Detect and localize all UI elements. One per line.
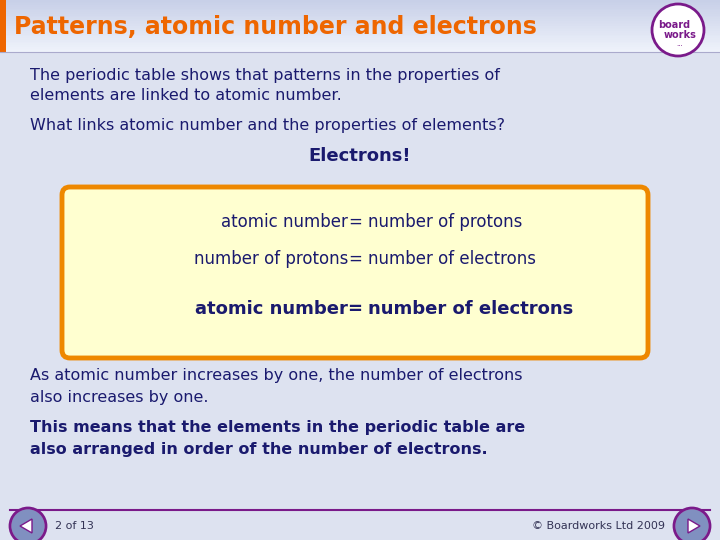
Bar <box>0 14 720 16</box>
Text: The periodic table shows that patterns in the properties of: The periodic table shows that patterns i… <box>30 68 500 83</box>
Circle shape <box>10 508 46 540</box>
Text: number of electrons: number of electrons <box>368 250 536 268</box>
Bar <box>0 0 6 52</box>
Text: © Boardworks Ltd 2009: © Boardworks Ltd 2009 <box>532 521 665 531</box>
Bar <box>0 19 720 21</box>
Bar <box>0 21 720 23</box>
Bar <box>0 35 720 37</box>
Bar <box>0 28 720 30</box>
Bar <box>0 40 720 42</box>
Bar <box>0 42 720 44</box>
Text: This means that the elements in the periodic table are: This means that the elements in the peri… <box>30 420 526 435</box>
FancyBboxPatch shape <box>62 187 648 358</box>
Bar <box>0 3 720 6</box>
Bar <box>0 45 720 48</box>
Bar <box>0 10 720 12</box>
Polygon shape <box>20 519 32 533</box>
Text: Electrons!: Electrons! <box>309 147 411 165</box>
Bar <box>0 23 720 25</box>
Text: number of protons: number of protons <box>368 213 523 231</box>
Circle shape <box>12 510 44 540</box>
Bar <box>0 26 720 28</box>
Text: =: = <box>348 250 362 268</box>
Text: As atomic number increases by one, the number of electrons: As atomic number increases by one, the n… <box>30 368 523 383</box>
Bar <box>0 2 720 4</box>
Bar <box>0 43 720 45</box>
Bar <box>0 47 720 49</box>
Bar <box>0 16 720 18</box>
Bar <box>0 38 720 40</box>
Text: board: board <box>658 20 690 30</box>
Bar <box>0 33 720 35</box>
Text: What links atomic number and the properties of elements?: What links atomic number and the propert… <box>30 118 505 133</box>
Text: atomic number: atomic number <box>221 213 348 231</box>
Text: ...: ... <box>677 41 683 47</box>
Text: works: works <box>664 30 696 40</box>
Text: number of electrons: number of electrons <box>368 300 573 318</box>
Bar <box>0 9 720 11</box>
Text: Patterns, atomic number and electrons: Patterns, atomic number and electrons <box>14 15 537 39</box>
Bar <box>0 7 720 9</box>
Bar <box>0 17 720 19</box>
Circle shape <box>652 4 704 56</box>
Bar <box>0 30 720 32</box>
Circle shape <box>676 510 708 540</box>
Bar <box>0 24 720 26</box>
Text: =: = <box>348 213 362 231</box>
Circle shape <box>674 508 710 540</box>
Text: also increases by one.: also increases by one. <box>30 390 209 405</box>
Bar <box>0 0 720 2</box>
Bar <box>0 36 720 39</box>
Text: number of protons: number of protons <box>194 250 348 268</box>
Bar <box>0 31 720 33</box>
Text: =: = <box>348 300 362 318</box>
Text: 2 of 13: 2 of 13 <box>55 521 94 531</box>
Bar <box>0 12 720 15</box>
Polygon shape <box>688 519 700 533</box>
Text: elements are linked to atomic number.: elements are linked to atomic number. <box>30 88 342 103</box>
Bar <box>0 50 720 52</box>
Text: also arranged in order of the number of electrons.: also arranged in order of the number of … <box>30 442 487 457</box>
Text: atomic number: atomic number <box>195 300 348 318</box>
Bar <box>0 49 720 51</box>
Bar <box>0 5 720 8</box>
